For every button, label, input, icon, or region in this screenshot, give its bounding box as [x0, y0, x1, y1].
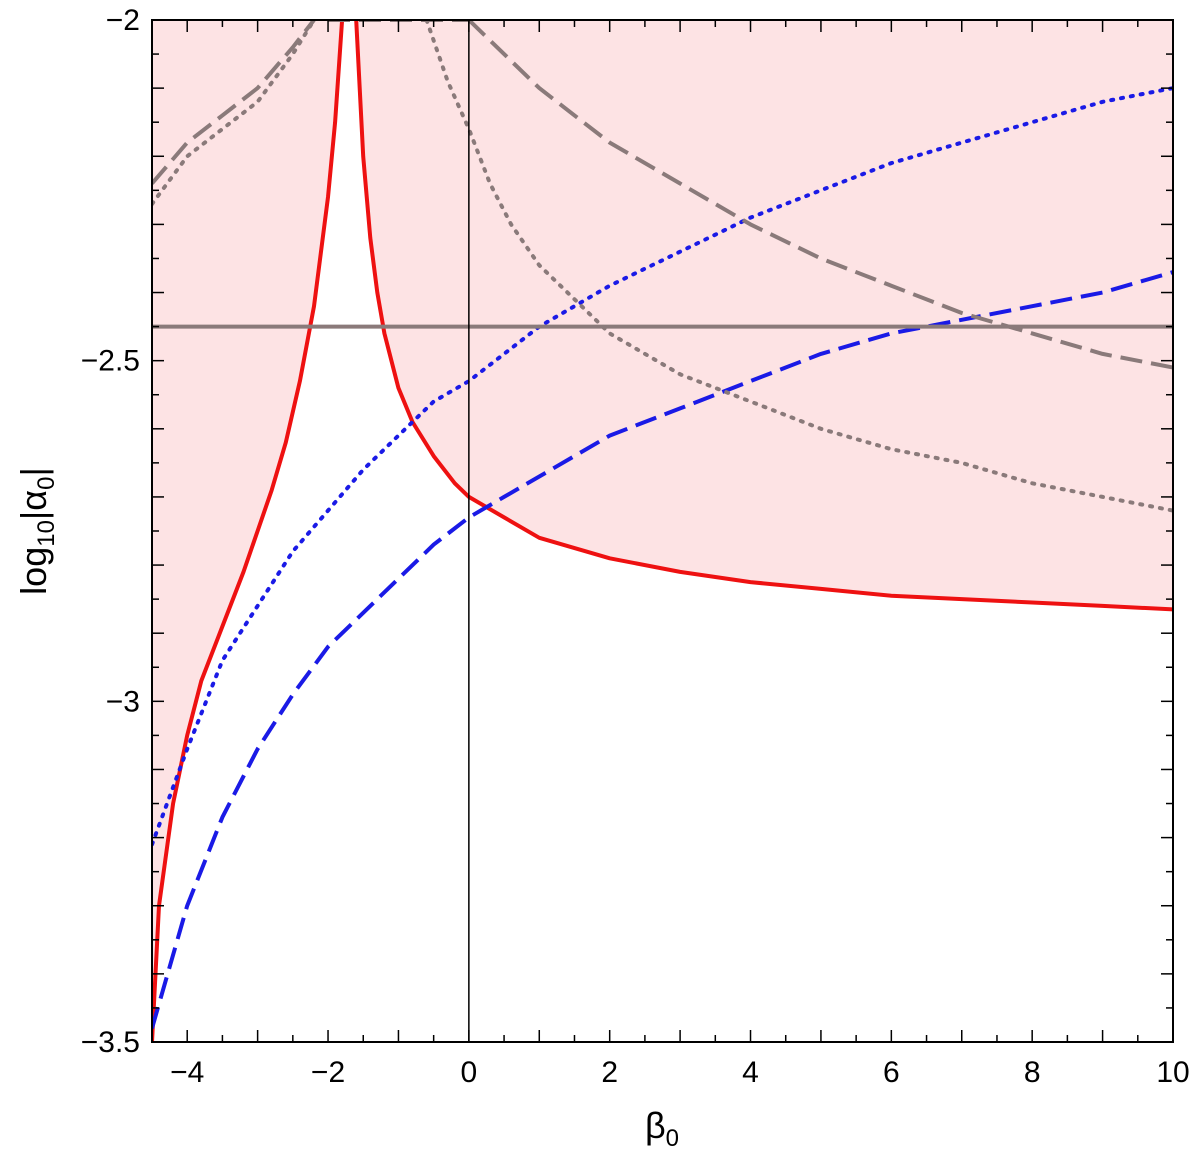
- y-axis-title-pre: log: [13, 547, 54, 595]
- y-axis-title-sub1: 10: [33, 520, 60, 547]
- x-tick-label: −4: [170, 1056, 204, 1089]
- x-tick-label: −2: [311, 1056, 345, 1089]
- y-axis-title-post: |: [13, 467, 54, 476]
- excluded-region-part: [356, 20, 1173, 610]
- y-tick-label: −3: [106, 685, 140, 718]
- series-blue-dashed-3: [152, 270, 1173, 1029]
- x-tick-label: 10: [1156, 1056, 1189, 1089]
- ticks-layer: −4 −2 0 2 4 6 8 10 −3.5 −3 −2.5 −2: [81, 4, 1190, 1089]
- series-gray-dashed-5: [152, 20, 316, 185]
- x-axis-title-main: β: [645, 1105, 666, 1146]
- series-gray-dotted-6: [152, 20, 316, 206]
- y-axis-title-mid: |α: [13, 490, 54, 520]
- y-axis-title: log10|α0|: [13, 467, 60, 595]
- excluded-region-part: [152, 20, 346, 1042]
- series-gray-dotted-9: [424, 20, 1173, 513]
- x-tick-label: 4: [742, 1056, 759, 1089]
- y-tick-label: −2.5: [81, 345, 140, 378]
- series-red-solid-1: [354, 20, 1173, 612]
- series-blue-dotted-2: [152, 86, 1173, 847]
- series-layer: [152, 20, 1173, 1042]
- x-tick-label: 0: [461, 1056, 478, 1089]
- y-axis-title-sub2: 0: [33, 477, 60, 490]
- x-tick-label: 2: [601, 1056, 618, 1089]
- y-tick-label: −3.5: [81, 1026, 140, 1059]
- series-gray-dashed-8: [467, 20, 1173, 370]
- x-axis-title-sub: 0: [666, 1125, 679, 1152]
- y-tick-label: −2: [106, 4, 140, 37]
- x-tick-label: 6: [883, 1056, 900, 1089]
- x-tick-label: 8: [1024, 1056, 1041, 1089]
- x-axis-title: β0: [645, 1105, 679, 1152]
